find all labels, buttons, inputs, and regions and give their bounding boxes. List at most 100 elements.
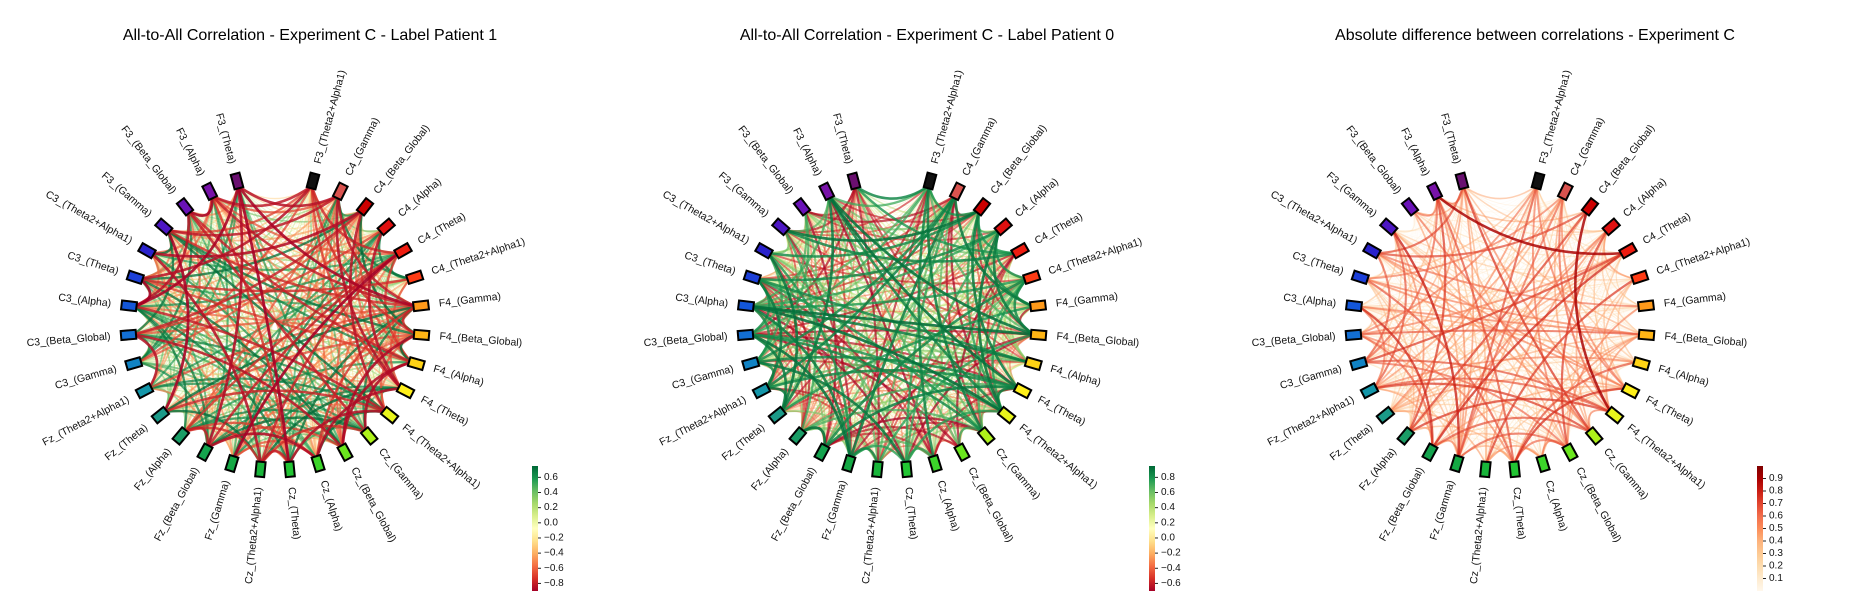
connection-line [849,447,880,466]
node-label: F4_(Gamma) [1055,290,1118,309]
connection-line [1364,278,1459,460]
node-label: Fz_(Theta2+Alpha1) [657,394,748,449]
connection-line [1408,194,1447,434]
node-label: C4_(Alpha) [396,176,444,220]
node-marker [1359,381,1380,400]
node-label: C4_(Beta_Global) [988,123,1049,197]
node-label: F3_(Alpha) [790,126,824,178]
node-label: Cz_(Gamma) [993,446,1043,502]
node-label: C3_(Gamma) [1279,363,1343,392]
connection-line [966,209,1004,414]
node-marker [1021,269,1042,286]
connection-line [749,305,1035,336]
connection-line [823,416,985,450]
node-marker [846,171,862,191]
chart-panel-3: Absolute difference between correlations… [1225,0,1845,607]
node-marker [125,269,146,286]
node-marker [948,181,967,202]
connection-line [1435,194,1516,466]
connection-line [1358,229,1397,308]
node-label: F3_(Beta_Global) [1343,123,1403,196]
node-marker [254,460,267,479]
connection-line [1408,334,1642,433]
node-marker [379,405,400,425]
node-marker [922,171,938,191]
node-marker [1535,453,1551,474]
connection-line [1541,305,1642,460]
connection-line [1435,194,1625,256]
colorbar-tick-label: 0.9 [1769,473,1783,484]
node-label: F3_(Gamma) [716,170,771,220]
connection-line [917,184,935,460]
node-marker [1396,425,1416,446]
connection-line [953,194,1035,308]
chord-diagram-2: F3_(Theta2+Alpha1)C4_(Gamma)C4_(Beta_Glo… [643,69,1181,591]
node-marker [1604,405,1625,425]
node-marker [753,241,775,260]
connection-line [755,228,1001,282]
connection-line [210,184,314,208]
colorbar-tick-label: −0.4 [544,548,564,559]
node-marker [196,442,214,463]
node-marker [150,405,171,425]
connection-line [749,184,857,336]
node-label: Fz_(Theta2+Alpha1) [40,394,131,449]
connection-line [132,305,188,434]
connection-line [1436,195,1636,280]
connection-line [1513,278,1636,465]
node-marker [817,181,836,202]
connection-line [1375,184,1465,255]
connection-line [1462,185,1588,218]
connection-line [1376,185,1538,254]
colorbar-tick-label: 0.4 [1769,536,1783,547]
connection-line [1376,252,1636,284]
connection-line [1540,229,1608,460]
node-label: Fz_(Theta) [1328,422,1376,464]
node-label: Cz_(Theta) [902,487,919,540]
connection-line [1462,185,1643,336]
colorbar-tick-label: 0.0 [544,517,558,528]
connection-line [132,277,152,308]
connection-line [1431,251,1625,450]
colorbar [532,466,538,591]
connection-lines [749,184,1035,466]
connection-line [1358,195,1438,307]
connection-line [849,184,930,460]
connection-line [336,194,418,308]
connection-line [1358,305,1592,433]
connection-line [827,194,935,460]
node-label: C4_(Gamma) [960,116,999,178]
node-label: Fz_(Alpha) [132,446,174,493]
node-marker [136,241,158,260]
chart-title: All-to-All Correlation - Experiment C - … [739,27,1115,44]
colorbar [1757,466,1763,591]
connection-line [799,408,985,434]
chord-diagram-1: F3_(Theta2+Alpha1)C4_(Gamma)C4_(Beta_Glo… [26,69,564,591]
node-marker [736,299,756,313]
connection-line [1388,410,1487,466]
connection-line [1362,252,1391,364]
node-marker [224,453,240,474]
connection-lines [1357,184,1643,466]
connection-line [210,194,418,308]
node-label: Cz_(Theta2+Alpha1) [243,487,265,585]
node-marker [1349,355,1369,372]
colorbar-tick-label: −0.2 [544,532,564,543]
node-marker [283,460,296,479]
connection-line [137,184,313,364]
node-marker [119,328,138,342]
node-marker [900,460,913,479]
connection-line [259,387,403,466]
connection-line [310,184,400,255]
node-marker [134,381,155,400]
node-label: C4_(Beta_Global) [1596,123,1657,197]
node-label: C4_(Alpha) [1621,176,1669,220]
node-label: F3_(Theta2+Alpha1) [929,69,966,165]
connection-line [1431,185,1538,449]
node-label: Fz_(Alpha) [1357,446,1399,493]
node-marker [412,328,431,342]
connection-line [186,209,368,434]
connection-line [1357,329,1643,336]
node-label: Cz_(Beta_Global) [1573,465,1623,544]
connection-line [1364,194,1565,280]
